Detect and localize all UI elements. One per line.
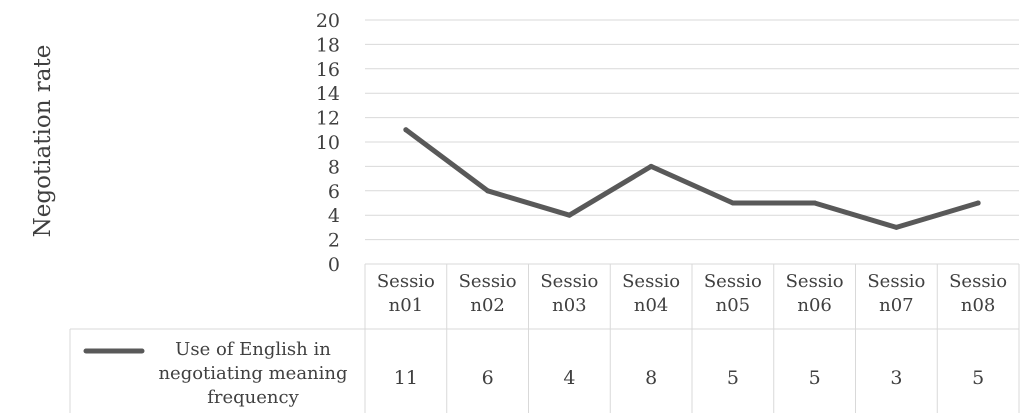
x-tick-label: Sessio [459, 271, 517, 292]
data-point [730, 200, 736, 206]
y-tick-label: 14 [316, 83, 340, 105]
y-tick-label: 0 [328, 254, 340, 276]
series-line [403, 127, 981, 230]
y-tick-label: 10 [316, 132, 340, 154]
y-axis-label: Negotiation rate [30, 45, 56, 238]
legend-label: Use of English in [175, 339, 331, 360]
table-value: 4 [563, 367, 575, 389]
table-value: 6 [482, 367, 494, 389]
x-tick-label: Sessio [867, 271, 925, 292]
x-tick-label: n03 [552, 295, 587, 316]
x-tick-label: Sessio [540, 271, 598, 292]
y-tick-label: 20 [316, 10, 340, 32]
x-tick-label: n01 [389, 295, 424, 316]
data-point [893, 224, 899, 230]
x-tick-label: n08 [961, 295, 996, 316]
x-tick-label: n06 [797, 295, 832, 316]
table-value: 5 [972, 367, 984, 389]
data-point [648, 163, 654, 169]
data-point [403, 127, 409, 133]
y-tick-label: 2 [328, 230, 340, 252]
table-value: 5 [809, 367, 821, 389]
data-point [975, 200, 981, 206]
series-layer [403, 127, 981, 230]
legend-label: frequency [207, 387, 299, 408]
y-tick-label: 6 [328, 181, 340, 203]
gridlines [365, 19, 1019, 265]
y-tick-label: 12 [316, 108, 340, 130]
x-tick-label: n07 [879, 295, 914, 316]
x-tick-label: Sessio [704, 271, 762, 292]
table-value: 11 [394, 367, 418, 389]
x-tick-label: Sessio [622, 271, 680, 292]
x-tick-label: Sessio [949, 271, 1007, 292]
x-tick-label: n05 [716, 295, 751, 316]
y-tick-label: 16 [316, 59, 340, 81]
data-point [566, 212, 572, 218]
y-tick-label: 18 [316, 34, 340, 56]
x-tick-label: Sessio [377, 271, 435, 292]
data-point [485, 188, 491, 194]
x-tick-label: n02 [470, 295, 505, 316]
table-value: 5 [727, 367, 739, 389]
x-tick-label: Sessio [786, 271, 844, 292]
y-tick-label: 8 [328, 156, 340, 178]
y-tick-label: 4 [328, 205, 340, 227]
x-tick-label: n04 [634, 295, 669, 316]
legend-label: negotiating meaning [158, 363, 347, 384]
data-point [812, 200, 818, 206]
table-value: 8 [645, 367, 657, 389]
data-table: Sessio n01 Sessio n02 Sessio n03 Sessio n04 Sess… [69, 264, 1020, 413]
table-value: 3 [890, 367, 902, 389]
